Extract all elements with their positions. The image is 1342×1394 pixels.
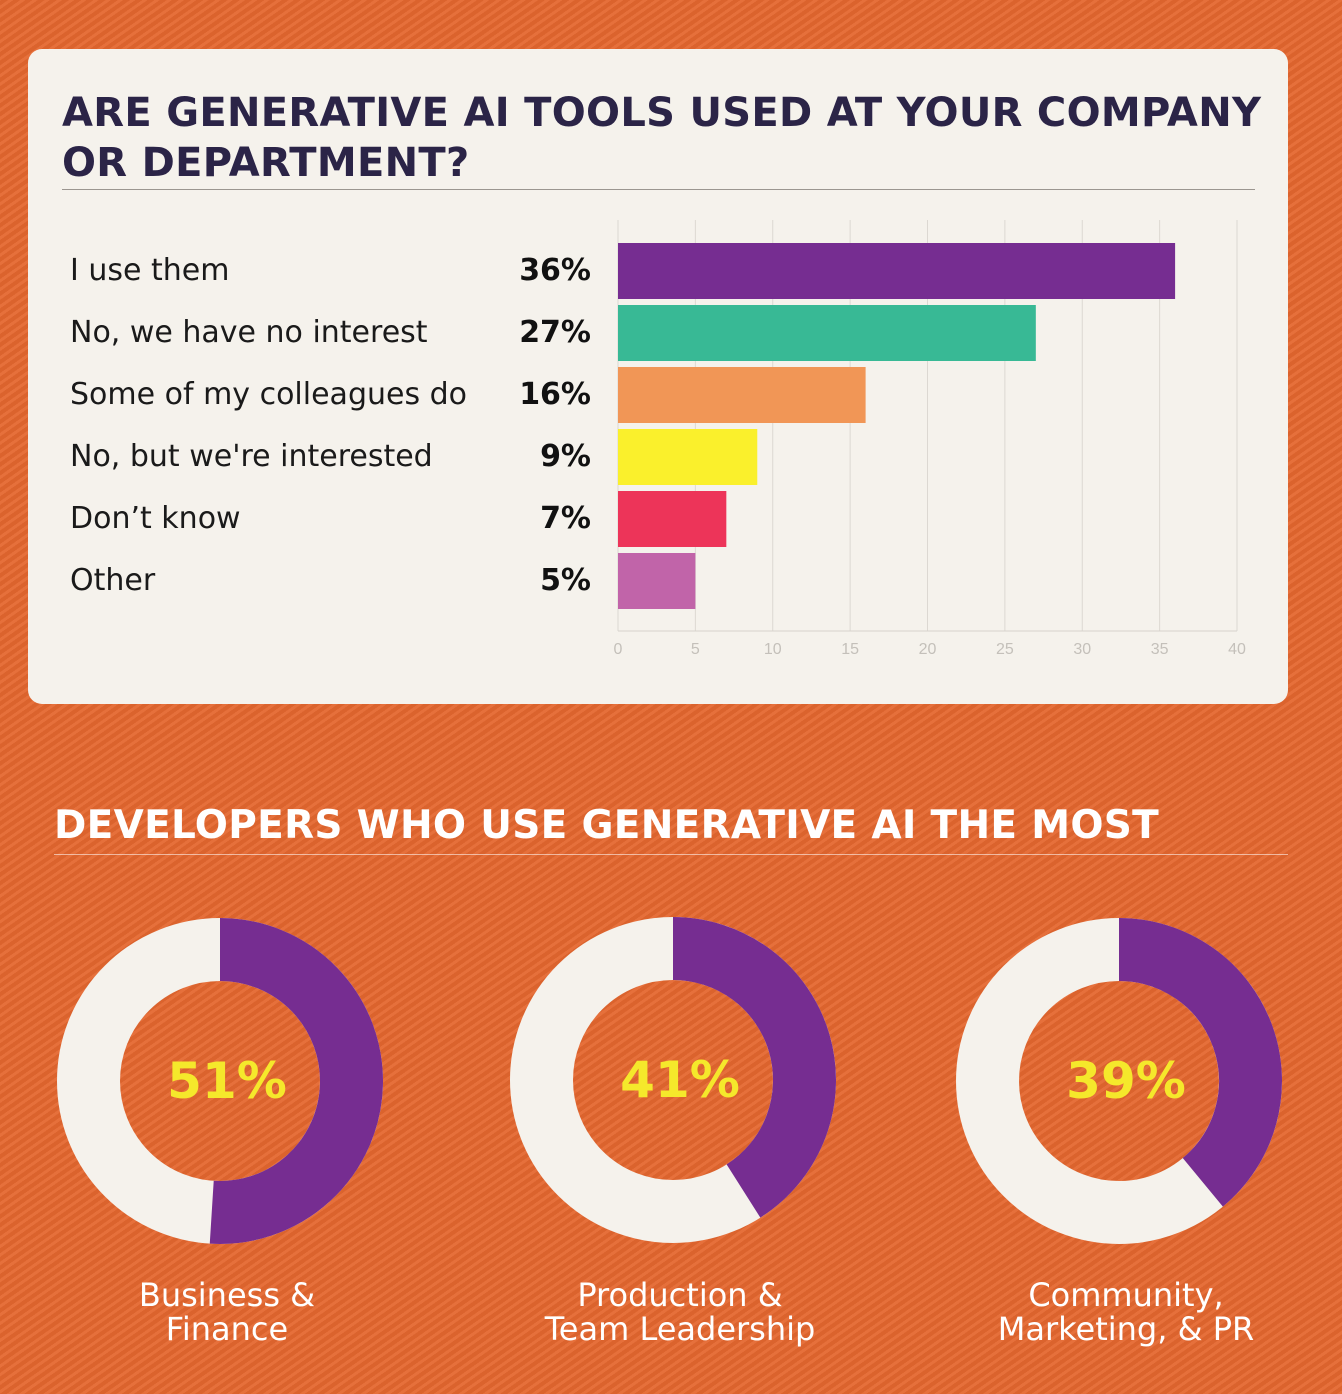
x-tick-label: 35 (1151, 641, 1169, 658)
bar (618, 491, 727, 547)
donut-label: Community, (1028, 1276, 1224, 1314)
x-tick-label: 10 (764, 641, 782, 658)
donut-segment (209, 918, 383, 1244)
value-label: 16% (519, 377, 591, 412)
category-label: Some of my colleagues do (70, 377, 468, 412)
donut-segment (1118, 918, 1282, 1207)
title-divider (62, 189, 1255, 190)
bar-chart-title: ARE GENERATIVE AI TOOLS USED AT YOUR COM… (62, 90, 1262, 186)
x-tick-label: 20 (919, 641, 937, 658)
donut-value: 41% (620, 1051, 740, 1109)
value-label: 36% (519, 253, 591, 288)
donut-value: 39% (1066, 1052, 1186, 1110)
x-tick-label: 5 (691, 641, 700, 658)
donut-label: Team Leadership (544, 1310, 816, 1348)
bar (618, 367, 866, 423)
category-label: Don’t know (70, 501, 241, 536)
value-label: 7% (540, 501, 591, 536)
x-tick-label: 40 (1228, 641, 1246, 658)
donut-segment (672, 917, 836, 1218)
category-label: I use them (70, 253, 230, 288)
bar (618, 553, 696, 609)
x-tick-label: 0 (614, 641, 623, 658)
donut-section-title: DEVELOPERS WHO USE GENERATIVE AI THE MOS… (54, 803, 1160, 848)
donut-value: 51% (167, 1052, 287, 1110)
x-tick-label: 25 (996, 641, 1014, 658)
donut-label: Marketing, & PR (997, 1310, 1255, 1348)
bar (618, 305, 1036, 361)
value-label: 9% (540, 439, 591, 474)
value-label: 5% (540, 563, 591, 598)
category-label: No, we have no interest (70, 315, 428, 350)
x-tick-label: 30 (1073, 641, 1091, 658)
value-label: 27% (519, 315, 591, 350)
donut-label: Business & (138, 1276, 316, 1314)
x-tick-label: 15 (841, 641, 859, 658)
donut-label: Finance (165, 1310, 289, 1348)
section-divider (54, 854, 1288, 855)
bar (618, 429, 758, 485)
category-label: No, but we're interested (70, 439, 433, 474)
category-label: Other (70, 563, 156, 598)
bar (618, 243, 1176, 299)
donut-label: Production & (577, 1276, 783, 1314)
